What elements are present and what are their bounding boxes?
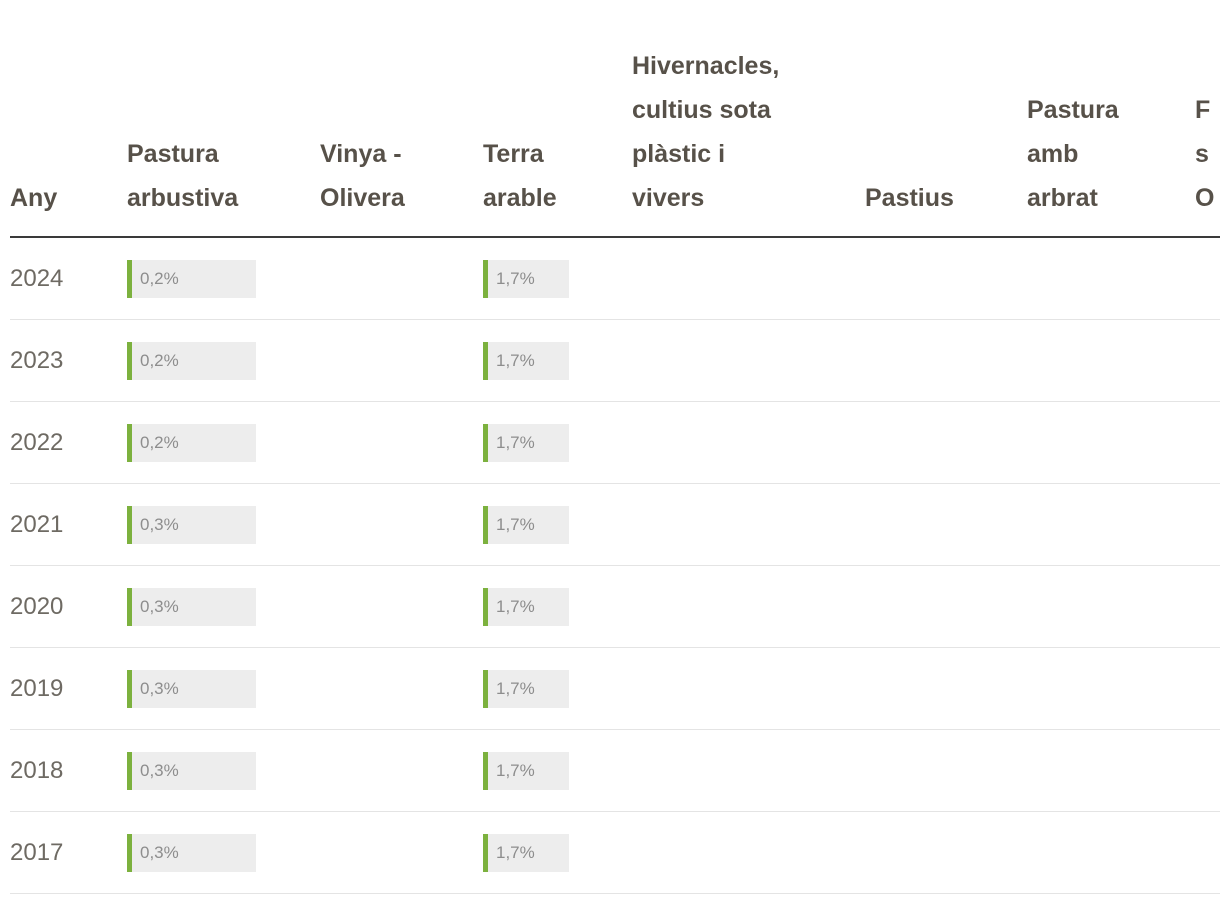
value-label: 1,7% xyxy=(496,350,535,370)
value-bar: 1,7% xyxy=(483,505,569,544)
year-label: 2021 xyxy=(10,510,64,538)
year-label: 2020 xyxy=(10,592,64,620)
table-row: 2023 0,2% 1,7% xyxy=(10,320,1220,402)
value-bar: 0,3% xyxy=(127,587,256,626)
cell-pastura-arbustiva: 0,3% xyxy=(127,833,320,872)
table-row: 2020 0,3% 1,7% xyxy=(10,566,1220,648)
cell-terra-arable: 1,7% xyxy=(483,833,632,872)
value-bar: 0,3% xyxy=(127,505,256,544)
cell-terra-arable: 1,7% xyxy=(483,669,632,708)
year-label: 2022 xyxy=(10,428,64,456)
column-header-pastura-amb-arbrat: Pastura amb arbrat xyxy=(1027,96,1119,212)
cell-pastura-arbustiva: 0,3% xyxy=(127,751,320,790)
value-label: 1,7% xyxy=(496,596,535,616)
cell-terra-arable: 1,7% xyxy=(483,751,632,790)
value-label: 1,7% xyxy=(496,678,535,698)
column-header-clipped: F s O xyxy=(1195,96,1215,212)
column-header-any: Any xyxy=(10,184,58,212)
year-label: 2023 xyxy=(10,346,64,374)
value-label: 0,3% xyxy=(140,596,179,616)
year-label: 2019 xyxy=(10,674,64,702)
year-label: 2018 xyxy=(10,756,64,784)
column-header-terra-arable: Terra arable xyxy=(483,140,557,212)
value-bar: 1,7% xyxy=(483,259,569,298)
value-bar: 1,7% xyxy=(483,423,569,462)
value-bar: 0,2% xyxy=(127,423,256,462)
column-header-vinya-olivera: Vinya - Olivera xyxy=(320,140,405,212)
value-bar: 0,3% xyxy=(127,751,256,790)
value-bar: 0,2% xyxy=(127,259,256,298)
cell-pastura-arbustiva: 0,2% xyxy=(127,341,320,380)
value-bar: 1,7% xyxy=(483,341,569,380)
value-label: 0,2% xyxy=(140,350,179,370)
value-bar: 0,3% xyxy=(127,833,256,872)
cell-pastura-arbustiva: 0,2% xyxy=(127,423,320,462)
year-label: 2024 xyxy=(10,264,64,292)
value-label: 1,7% xyxy=(496,432,535,452)
column-header-hivernacles: Hivernacles, cultius sota plàstic i vive… xyxy=(632,52,780,212)
column-header-pastura-arbustiva: Pastura arbustiva xyxy=(127,140,239,212)
table-row: 2021 0,3% 1,7% xyxy=(10,484,1220,566)
value-label: 0,3% xyxy=(140,760,179,780)
year-label: 2017 xyxy=(10,838,64,866)
value-bar: 1,7% xyxy=(483,669,569,708)
cell-terra-arable: 1,7% xyxy=(483,259,632,298)
cell-pastura-arbustiva: 0,3% xyxy=(127,669,320,708)
value-label: 1,7% xyxy=(496,760,535,780)
table-row: 2017 0,3% 1,7% xyxy=(10,812,1220,894)
value-bar: 1,7% xyxy=(483,751,569,790)
value-bar: 0,3% xyxy=(127,669,256,708)
table-row: 2024 0,2% 1,7% xyxy=(10,238,1220,320)
cell-terra-arable: 1,7% xyxy=(483,423,632,462)
table-row: 2022 0,2% 1,7% xyxy=(10,402,1220,484)
value-label: 1,7% xyxy=(496,268,535,288)
cell-pastura-arbustiva: 0,2% xyxy=(127,259,320,298)
table-header: Any Pastura arbustiva Vinya - Olivera Te… xyxy=(10,0,1220,238)
cell-pastura-arbustiva: 0,3% xyxy=(127,505,320,544)
value-label: 0,3% xyxy=(140,842,179,862)
column-header-pastius: Pastius xyxy=(865,184,954,212)
value-label: 1,7% xyxy=(496,842,535,862)
value-label: 0,2% xyxy=(140,268,179,288)
cell-pastura-arbustiva: 0,3% xyxy=(127,587,320,626)
value-label: 0,2% xyxy=(140,432,179,452)
table-row: 2019 0,3% 1,7% xyxy=(10,648,1220,730)
value-bar: 1,7% xyxy=(483,587,569,626)
table-row: 2018 0,3% 1,7% xyxy=(10,730,1220,812)
cell-terra-arable: 1,7% xyxy=(483,505,632,544)
value-label: 0,3% xyxy=(140,678,179,698)
cell-terra-arable: 1,7% xyxy=(483,341,632,380)
cell-terra-arable: 1,7% xyxy=(483,587,632,626)
value-label: 1,7% xyxy=(496,514,535,534)
value-bar: 0,2% xyxy=(127,341,256,380)
value-label: 0,3% xyxy=(140,514,179,534)
value-bar: 1,7% xyxy=(483,833,569,872)
